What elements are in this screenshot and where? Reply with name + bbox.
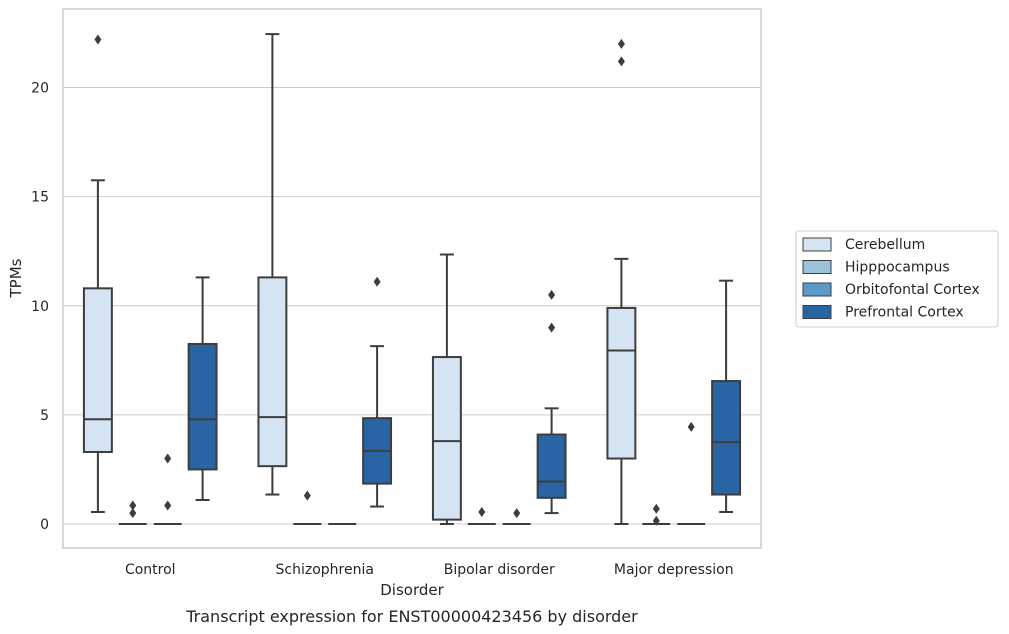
box-prefrontal-cortex-2 (536, 289, 567, 515)
legend-label: Cerebellum (845, 237, 925, 253)
box-cerebellum-3 (606, 38, 637, 525)
y-tick-label: 5 (40, 408, 49, 424)
legend-swatch (802, 237, 832, 252)
x-tick-label: Major depression (614, 562, 734, 578)
legend-label: Orbitofontal Cortex (845, 282, 980, 298)
outlier-point (652, 503, 660, 514)
box-body (82, 287, 113, 453)
box-hipppocampus-3 (642, 503, 671, 526)
x-axis-label: Disorder (380, 581, 444, 599)
outlier-point (373, 276, 381, 287)
plot-frame (62, 8, 762, 549)
outlier-point (652, 515, 660, 526)
legend: Cerebellum Hipppocampus Orbitofontal Corte… (795, 230, 999, 328)
outlier-point (164, 453, 172, 464)
box-orbitofontal-cortex-2 (502, 508, 531, 525)
legend-swatch (802, 260, 832, 274)
box-body (606, 306, 637, 460)
box-cerebellum-2 (431, 253, 462, 525)
box-prefrontal-cortex-0 (187, 276, 218, 501)
legend-swatch (802, 282, 832, 297)
box-hipppocampus-1 (293, 490, 322, 525)
outlier-point (548, 289, 556, 300)
box-prefrontal-cortex-3 (711, 279, 742, 513)
box-body (257, 276, 288, 468)
y-axis-label: TPMs (7, 258, 25, 298)
y-tick-label: 20 (31, 81, 49, 97)
outlier-point (129, 508, 137, 519)
outlier-point (548, 322, 556, 333)
outlier-point (513, 508, 521, 519)
x-tick-label: Control (125, 562, 176, 578)
outlier-point (129, 500, 137, 511)
box-cerebellum-1 (257, 33, 288, 496)
outlier-point (94, 34, 102, 45)
legend-label: Hipppocampus (845, 260, 950, 276)
box-orbitofontal-cortex-0 (153, 453, 182, 525)
outlier-point (303, 490, 311, 501)
outlier-point (617, 38, 625, 49)
legend-swatch (802, 305, 832, 319)
y-tick-label: 0 (40, 517, 49, 533)
legend-label: Prefrontal Cortex (845, 305, 964, 321)
box-prefrontal-cortex-1 (362, 276, 393, 508)
x-tick-label: Bipolar disorder (444, 562, 555, 578)
x-tick-label: Schizophrenia (276, 562, 374, 578)
box-hipppocampus-0 (118, 500, 147, 525)
legend-frame (795, 230, 999, 328)
outlier-point (687, 421, 695, 432)
box-hipppocampus-2 (467, 506, 496, 525)
box-body (536, 433, 567, 499)
outlier-point (164, 500, 172, 511)
box-cerebellum-0 (82, 34, 113, 513)
y-tick-label: 15 (31, 190, 49, 206)
plot-area: 0 5 10 15 20 Control Schizophrenia Bipolar diso… (31, 8, 762, 578)
outlier-point (617, 56, 625, 67)
box-orbitofontal-cortex-3 (677, 421, 706, 525)
y-tick-label: 10 (31, 299, 49, 315)
box-body (187, 342, 218, 471)
outlier-point (478, 506, 486, 517)
box-body (711, 380, 742, 496)
chart-caption: Transcript expression for ENST0000042345… (185, 607, 638, 626)
box-body (431, 356, 462, 521)
plot-background (63, 9, 761, 548)
